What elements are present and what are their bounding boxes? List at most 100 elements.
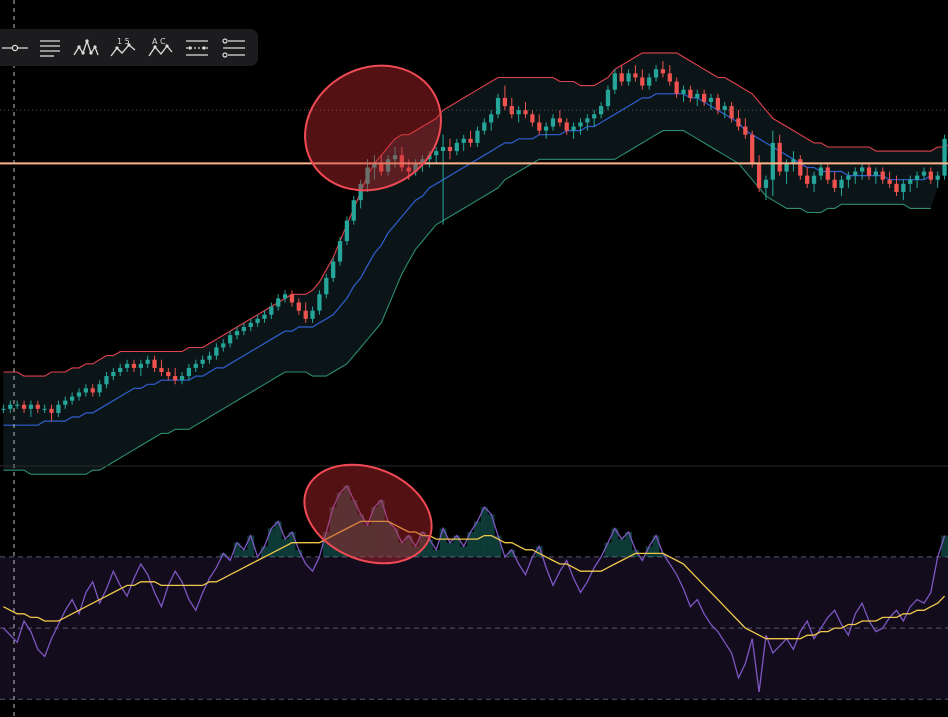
candle: [8, 400, 13, 413]
candle: [365, 159, 370, 192]
candle: [207, 351, 212, 364]
candle-body: [502, 97, 508, 107]
candle: [358, 179, 363, 209]
candle: [489, 110, 494, 131]
rsi-overbought-fill: [398, 542, 406, 557]
candle: [688, 85, 693, 102]
horizontal-ray-tool-icon[interactable]: [0, 29, 30, 66]
candle-body: [76, 392, 82, 397]
candle-body: [866, 167, 872, 176]
candle-body: [447, 147, 453, 152]
bb-fill: [3, 52, 948, 475]
candle-body: [633, 73, 638, 78]
candle: [914, 171, 920, 188]
drawing-toolbar: 1 5 A C: [0, 29, 258, 66]
candle-body: [255, 318, 260, 323]
candle-body: [28, 404, 34, 409]
bb-lower-line: [3, 130, 931, 475]
candle: [557, 110, 562, 127]
candle: [695, 89, 700, 107]
candle-body: [365, 167, 370, 184]
elliott-wave-icon[interactable]: 1 5: [104, 29, 141, 66]
candle: [873, 167, 878, 184]
candle: [805, 167, 810, 188]
candle: [530, 110, 535, 127]
candle-body: [537, 122, 542, 131]
candle-body: [15, 404, 20, 406]
rsi-overbought-fill: [419, 532, 426, 557]
candle-body: [640, 77, 645, 86]
candle-body: [894, 183, 899, 192]
abcd-pattern-icon[interactable]: A C: [141, 29, 178, 66]
candle-body: [221, 343, 226, 348]
annotations[interactable]: [283, 42, 463, 581]
candle: [544, 122, 549, 139]
candle: [454, 138, 459, 156]
rsi-line: [2, 484, 946, 693]
candle-body: [798, 159, 803, 176]
candle: [337, 237, 343, 266]
candle: [70, 392, 75, 405]
candle-body: [214, 347, 219, 356]
candle-body: [131, 363, 137, 368]
candle: [434, 147, 439, 164]
candle-body: [248, 322, 253, 327]
candle: [21, 400, 27, 413]
candle: [399, 147, 404, 172]
candle-body: [660, 69, 666, 74]
highlight-ellipse-price[interactable]: [283, 42, 463, 214]
rsi-overbought-fill: [384, 521, 392, 557]
candle-body: [406, 167, 411, 172]
rsi-overbought-fill: [645, 546, 653, 557]
candle-body: [358, 183, 363, 201]
rsi-indicator: [2, 484, 948, 693]
candle-body: [303, 310, 308, 319]
candle-body: [860, 167, 865, 172]
candle: [111, 367, 116, 381]
candle-body: [942, 138, 947, 176]
candle-body: [386, 159, 391, 172]
candle: [124, 359, 130, 372]
rsi-overbought-fill: [233, 542, 241, 557]
candle: [440, 134, 446, 225]
candle: [186, 363, 192, 381]
candle: [928, 167, 933, 184]
bb-upper-line: [3, 52, 948, 377]
candle: [729, 102, 734, 123]
candle-body: [159, 367, 164, 372]
candle: [798, 155, 803, 180]
candle: [303, 302, 308, 323]
candle: [708, 93, 714, 111]
rsi-overbought-fill: [659, 553, 667, 557]
candle: [118, 363, 123, 377]
candle: [289, 290, 295, 307]
candle: [592, 110, 597, 127]
candle: [276, 294, 281, 311]
highlight-ellipse-rsi[interactable]: [290, 447, 447, 582]
rsi-overbought-fill: [350, 500, 358, 557]
candle: [640, 69, 645, 90]
candle: [935, 171, 940, 188]
rsi-overbought-fill: [508, 549, 516, 557]
date-range-icon[interactable]: [178, 29, 215, 66]
candle-body: [49, 408, 54, 413]
candle: [269, 302, 274, 319]
candle-body: [296, 302, 301, 311]
head-shoulders-pattern-icon[interactable]: [67, 29, 104, 66]
candle: [131, 359, 137, 372]
candle-body: [509, 106, 514, 115]
candle-body: [262, 314, 267, 319]
text-lines-tool-icon[interactable]: [30, 29, 67, 66]
rsi-overbought-fill: [467, 532, 474, 557]
candle: [860, 163, 865, 180]
candle-body: [241, 327, 246, 332]
candle: [282, 290, 288, 303]
rsi-overbought-fill: [364, 524, 371, 557]
rsi-overbought-fill: [611, 528, 619, 557]
candle-body: [523, 110, 528, 115]
candle-body: [674, 81, 679, 94]
candle-body: [124, 363, 130, 368]
fib-levels-icon[interactable]: [215, 29, 252, 66]
candle-body: [653, 69, 659, 78]
